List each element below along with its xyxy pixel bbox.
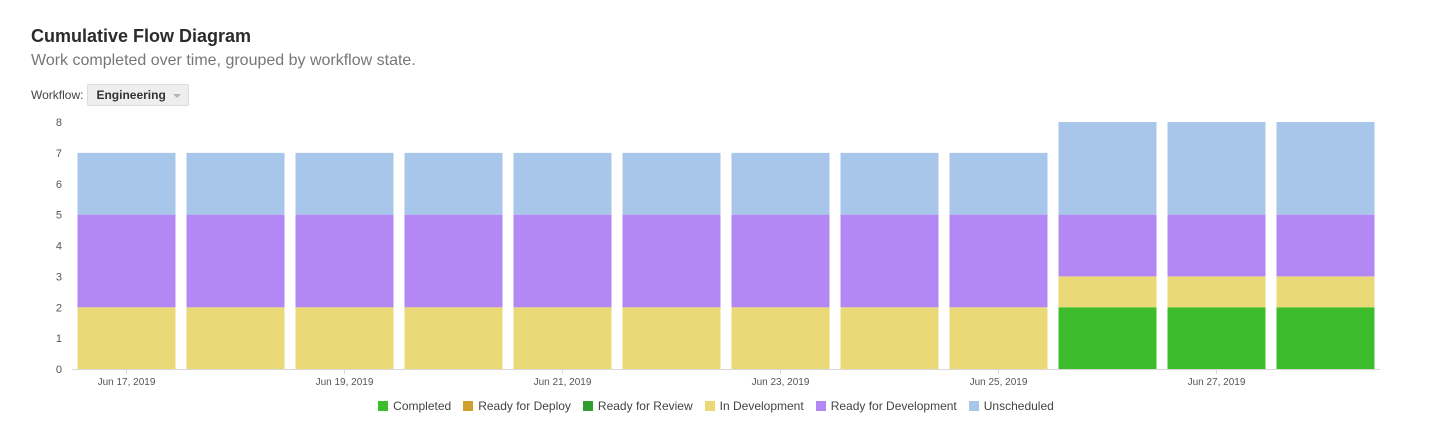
legend-item-in-development[interactable]: In Development — [704, 399, 804, 413]
chevron-down-icon — [172, 94, 181, 98]
x-tick-label: Jun 21, 2019 — [534, 377, 592, 388]
workflow-select[interactable]: Engineering — [87, 84, 189, 106]
bar-segment-ready-for-development[interactable] — [1058, 214, 1157, 277]
legend-label: Ready for Development — [830, 399, 957, 413]
legend-label: Unscheduled — [983, 399, 1054, 413]
legend-item-ready-for-development[interactable]: Ready for Development — [815, 399, 957, 413]
bar-segment-in-development[interactable] — [295, 307, 394, 369]
chart-legend: Completed Ready for Deploy Ready for Revie… — [0, 399, 1432, 413]
bar-segment-ready-for-development[interactable] — [404, 214, 503, 308]
bar-segment-unscheduled[interactable] — [186, 152, 285, 215]
x-tick-label: Jun 23, 2019 — [752, 377, 810, 388]
bar-segment-in-development[interactable] — [1276, 276, 1375, 308]
chart-title: Cumulative Flow Diagram — [31, 26, 252, 46]
bar-segment-completed[interactable] — [1058, 307, 1157, 369]
legend-swatch — [582, 401, 593, 411]
legend-label: Ready for Deploy — [478, 399, 571, 413]
legend-swatch — [968, 401, 979, 411]
y-tick-label: 2 — [56, 302, 62, 314]
bar-segment-unscheduled[interactable] — [949, 152, 1048, 215]
bar-segment-unscheduled[interactable] — [1058, 122, 1157, 215]
bar-segment-completed[interactable] — [1167, 307, 1266, 369]
y-tick-label: 8 — [56, 117, 62, 129]
bar-segment-in-development[interactable] — [1167, 276, 1266, 308]
workflow-filter: Workflow: Engineering — [31, 84, 189, 106]
bar-segment-ready-for-development[interactable] — [513, 214, 612, 308]
bar-segment-in-development[interactable] — [840, 307, 939, 369]
bar-segment-ready-for-development[interactable] — [1167, 214, 1266, 277]
legend-swatch — [378, 401, 389, 411]
bar-segment-in-development[interactable] — [949, 307, 1048, 369]
bar-segment-unscheduled[interactable] — [840, 152, 939, 215]
legend-item-unscheduled[interactable]: Unscheduled — [968, 399, 1054, 413]
x-tick-label: Jun 25, 2019 — [970, 377, 1028, 388]
bar-segment-unscheduled[interactable] — [77, 152, 176, 215]
bar-segment-unscheduled[interactable] — [622, 152, 721, 215]
legend-item-ready-for-review[interactable]: Ready for Review — [582, 399, 693, 413]
bar-segment-in-development[interactable] — [731, 307, 830, 369]
bar-segment-unscheduled[interactable] — [513, 152, 612, 215]
bar-segment-ready-for-development[interactable] — [1276, 214, 1375, 277]
bar-segment-ready-for-development[interactable] — [840, 214, 939, 308]
bar-segment-in-development[interactable] — [77, 307, 176, 369]
legend-swatch — [704, 401, 715, 411]
bar-segment-in-development[interactable] — [186, 307, 285, 369]
bar-segment-ready-for-development[interactable] — [77, 214, 176, 308]
bar-segment-ready-for-development[interactable] — [731, 214, 830, 308]
legend-swatch — [815, 401, 826, 411]
legend-label: Completed — [393, 399, 452, 413]
legend-label: In Development — [719, 399, 804, 413]
workflow-label: Workflow: — [31, 88, 84, 102]
bar-segment-in-development[interactable] — [513, 307, 612, 369]
chart-subtitle: Work completed over time, grouped by wor… — [31, 52, 416, 69]
y-tick-label: 6 — [56, 179, 62, 191]
x-tick-label: Jun 27, 2019 — [1188, 377, 1246, 388]
bar-segment-ready-for-development[interactable] — [186, 214, 285, 308]
bar-segment-unscheduled[interactable] — [404, 152, 503, 215]
legend-swatch — [463, 401, 474, 411]
bar-segment-completed[interactable] — [1276, 307, 1375, 369]
legend-label: Ready for Review — [597, 399, 693, 413]
y-tick-label: 7 — [56, 148, 62, 160]
bar-segment-in-development[interactable] — [1058, 276, 1157, 308]
legend-item-completed[interactable]: Completed — [378, 399, 451, 413]
bar-segment-ready-for-development[interactable] — [295, 214, 394, 308]
y-tick-label: 1 — [56, 333, 62, 345]
legend-item-ready-for-deploy[interactable]: Ready for Deploy — [463, 399, 571, 413]
bar-segment-ready-for-development[interactable] — [622, 214, 721, 308]
bar-segment-in-development[interactable] — [404, 307, 503, 369]
y-tick-label: 3 — [56, 271, 62, 283]
bar-segment-unscheduled[interactable] — [1276, 122, 1375, 215]
bar-segment-unscheduled[interactable] — [1167, 122, 1266, 215]
y-tick-label: 0 — [56, 364, 62, 376]
x-tick-label: Jun 19, 2019 — [316, 377, 374, 388]
bar-segment-in-development[interactable] — [622, 307, 721, 369]
y-tick-label: 5 — [56, 210, 62, 222]
bar-segment-unscheduled[interactable] — [731, 152, 830, 215]
workflow-selected-value: Engineering — [96, 88, 166, 102]
bar-segment-ready-for-development[interactable] — [949, 214, 1048, 308]
x-tick-label: Jun 17, 2019 — [98, 377, 156, 388]
y-tick-label: 4 — [56, 241, 62, 253]
bar-segment-unscheduled[interactable] — [295, 152, 394, 215]
